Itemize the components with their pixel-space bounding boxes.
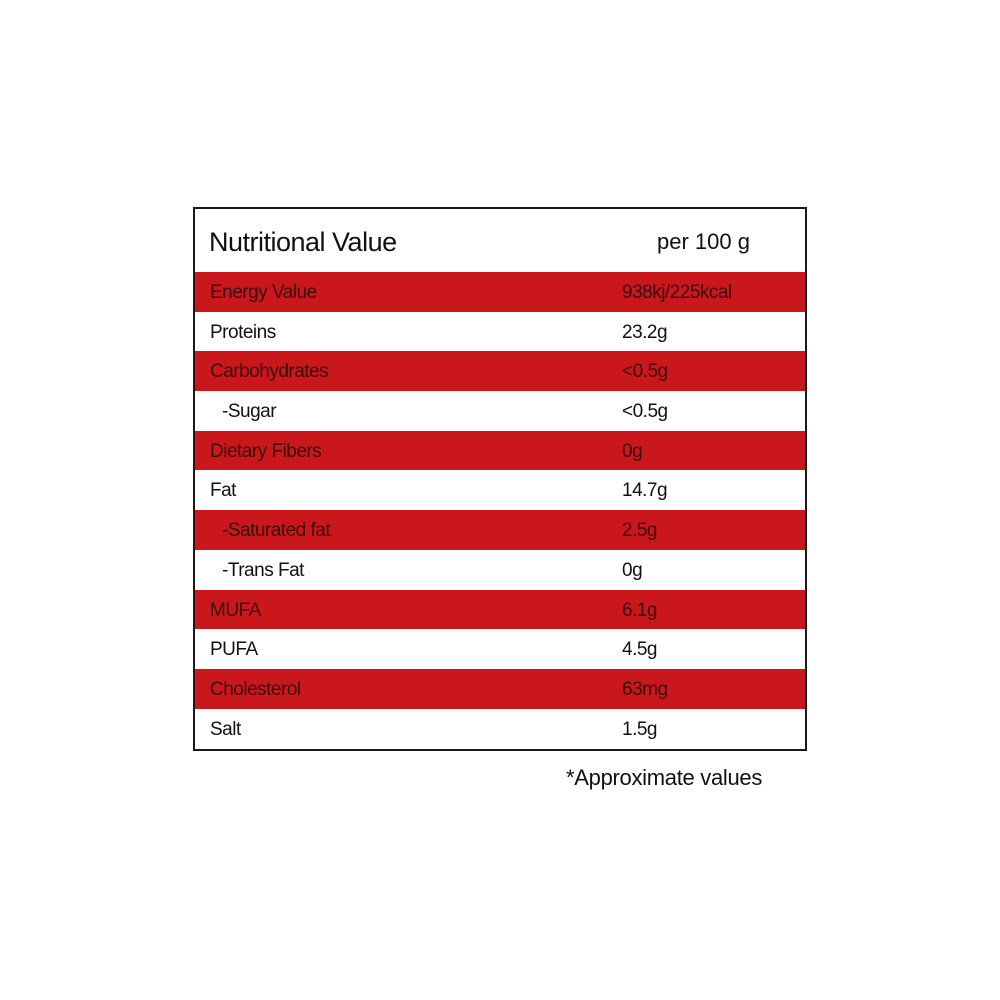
table-row: Fat 14.7g (195, 470, 805, 511)
table-row: Proteins 23.2g (195, 311, 805, 352)
table-row: PUFA 4.5g (195, 629, 805, 669)
table-body: Energy Value 938kj/225kcal Proteins 23.2g Ca… (195, 272, 805, 749)
nutrient-label: Cholesterol (210, 678, 301, 700)
nutrient-label: Energy Value (210, 282, 317, 303)
table-title: Nutritional Value (209, 227, 397, 257)
nutrient-label: Dietary Fibers (210, 440, 322, 462)
nutrient-value: <0.5g (622, 361, 668, 383)
nutrient-value: 938kj/225kcal (622, 282, 732, 303)
nutrition-table: Nutritional Value per 100 g Energy Value… (193, 207, 807, 751)
nutrient-value: 23.2g (622, 321, 668, 343)
table-row: Carbohydrates <0.5g (195, 351, 805, 392)
table-row: Salt 1.5g (195, 708, 805, 749)
nutrient-value: 4.5g (622, 639, 657, 661)
footnote: *Approximate values (566, 765, 763, 790)
nutrient-label: Carbohydrates (210, 361, 329, 383)
nutrient-value: 0g (622, 559, 643, 581)
nutrient-value: 6.1g (622, 599, 657, 621)
table-row: -Sugar <0.5g (195, 391, 805, 431)
nutrient-label: Fat (210, 480, 236, 502)
table-row: Energy Value 938kj/225kcal (195, 272, 805, 312)
table-row: -Trans Fat 0g (195, 549, 805, 590)
table-row: -Saturated fat 2.5g (195, 510, 805, 550)
per-quantity: per 100 g (657, 229, 750, 254)
nutrient-value: 2.5g (622, 520, 657, 542)
table-header: Nutritional Value per 100 g (195, 209, 805, 272)
nutrient-value: <0.5g (622, 401, 668, 423)
nutrient-value: 14.7g (622, 480, 668, 502)
nutrient-label: MUFA (210, 599, 261, 621)
nutrient-label: -Saturated fat (222, 520, 331, 542)
table-row: MUFA 6.1g (195, 589, 805, 630)
nutrient-value: 0g (622, 440, 643, 462)
nutrient-label: -Sugar (222, 401, 277, 423)
nutrient-label: -Trans Fat (222, 559, 304, 581)
nutrient-label: Proteins (210, 321, 276, 343)
nutrient-label: Salt (210, 718, 241, 740)
table-row: Cholesterol 63mg (195, 668, 805, 709)
nutrient-value: 63mg (622, 678, 668, 700)
table-row: Dietary Fibers 0g (195, 430, 805, 471)
nutrient-label: PUFA (210, 639, 258, 661)
nutrient-value: 1.5g (622, 718, 657, 740)
